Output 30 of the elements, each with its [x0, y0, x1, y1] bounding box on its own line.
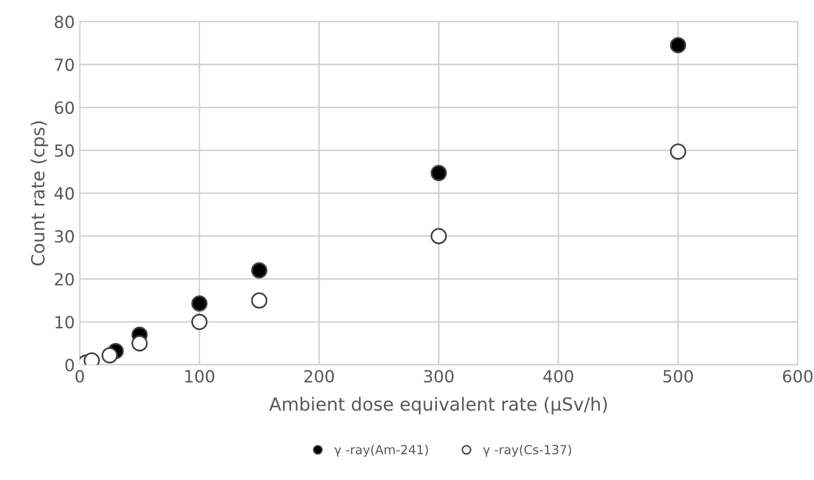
legend-label: γ -ray(Am-241) — [334, 444, 428, 457]
y-tick-label: 20 — [54, 272, 74, 286]
x-axis-title: Ambient dose equivalent rate (μSv/h) — [269, 396, 607, 414]
y-tick-label: 40 — [54, 187, 74, 200]
point — [191, 295, 208, 312]
point — [670, 37, 686, 54]
x-tick-label: 400 — [543, 370, 574, 383]
y-axis-title: Count rate (cps) — [30, 121, 48, 266]
point — [430, 164, 447, 182]
y-tick-label: 0 — [65, 358, 74, 372]
x-tick-label: 200 — [304, 370, 334, 383]
y-tick-label: 60 — [54, 101, 74, 114]
y-tick-label: 80 — [54, 16, 74, 28]
legend-label: γ -ray(Cs-137) — [482, 444, 572, 457]
y-tick-label: 10 — [56, 316, 74, 328]
x-tick-label: 0 — [76, 370, 84, 383]
x-tick-label: 300 — [424, 370, 454, 383]
point — [251, 292, 268, 309]
y-tick-label: 30 — [54, 230, 74, 243]
x-tick-label: 600 — [782, 370, 813, 383]
x-tick-label: 500 — [663, 370, 693, 383]
point — [251, 262, 268, 279]
point — [670, 143, 686, 160]
y-tick-label: 50 — [54, 144, 74, 157]
point — [430, 228, 447, 244]
point — [131, 335, 148, 352]
point — [102, 347, 118, 364]
x-tick-label: 100 — [185, 370, 214, 383]
point — [191, 314, 208, 330]
y-tick-label: 70 — [55, 58, 74, 72]
